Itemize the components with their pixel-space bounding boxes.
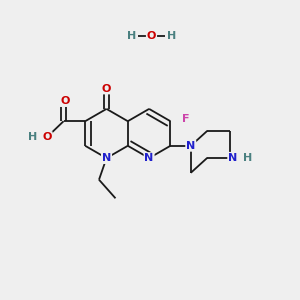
Text: N: N [102,153,111,163]
Text: O: O [60,96,70,106]
Text: O: O [102,83,111,94]
Text: H: H [28,132,38,142]
Text: O: O [42,132,52,142]
Text: H: H [167,31,176,41]
Text: N: N [228,153,237,163]
Text: O: O [147,31,156,41]
Text: H: H [243,153,252,163]
Text: N: N [186,141,195,151]
Text: N: N [145,153,154,163]
Text: F: F [182,114,190,124]
Text: H: H [127,31,136,41]
